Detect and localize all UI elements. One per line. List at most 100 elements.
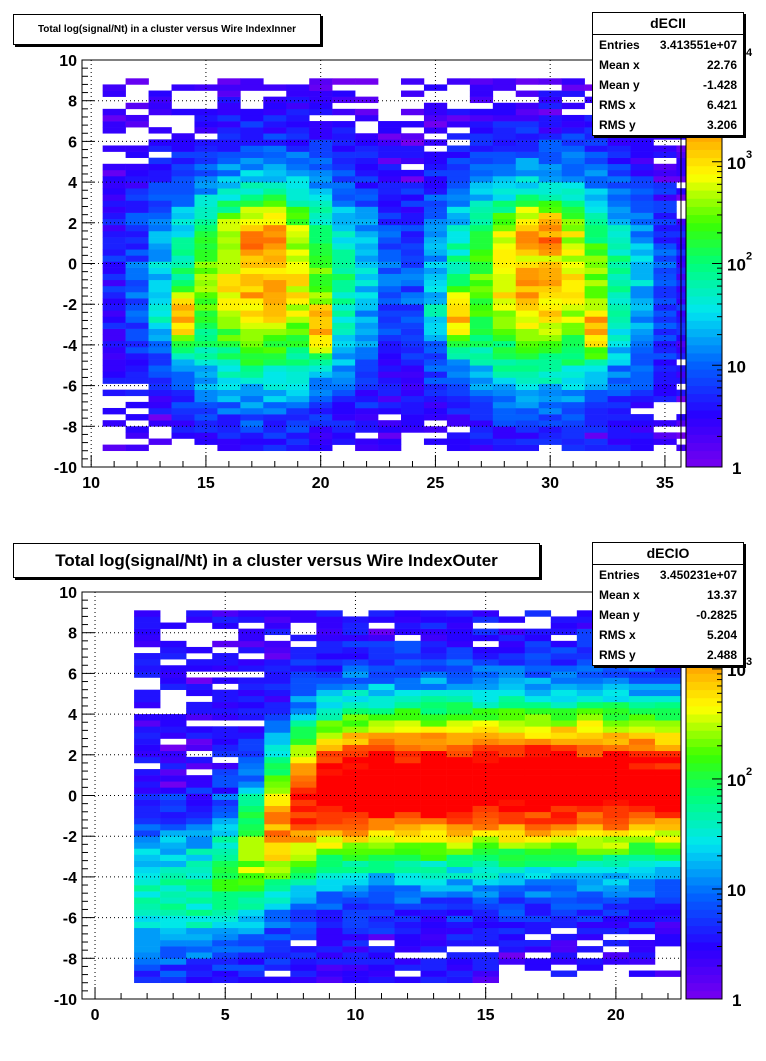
heatmap-cell [420,909,447,916]
heatmap-cell [524,830,552,837]
heatmap-cell [550,756,578,764]
heatmap-cell [492,157,517,165]
heatmap-cell [446,769,473,776]
heatmap-cell [420,683,447,690]
heatmap-cell [355,444,379,452]
heatmap-cell [576,909,604,916]
heatmap-cell [217,145,241,152]
heatmap-cell [469,444,494,452]
heatmap-cell [238,939,265,947]
heatmap-cell [290,720,317,727]
heatmap-cell [355,188,379,195]
heatmap-cell [472,830,499,837]
heatmap-cell [469,188,494,195]
heatmap-cell [538,212,562,220]
heatmap-cell [342,683,369,690]
heatmap-cell [498,714,526,721]
heatmap-cell [286,151,310,158]
heatmap-cell [524,897,552,904]
heatmap-cell [446,371,471,378]
heatmap-cell [492,432,517,439]
heatmap-cell [134,628,161,636]
heatmap-cell [561,230,585,238]
color-bar-label: 10 [727,154,746,173]
heatmap-cell [446,640,473,648]
color-bar-step [686,868,722,878]
heatmap-cell [368,799,395,806]
heatmap-cell [472,817,499,825]
heatmap-cell [238,762,265,770]
heatmap-cell [498,921,526,929]
heatmap-cell [538,420,562,427]
heatmap-cell [286,334,310,342]
heatmap-cell [401,145,425,152]
heatmap-cell [576,720,604,727]
heatmap-cell [423,371,448,378]
heatmap-cell [238,787,265,794]
heatmap-cell [654,848,682,855]
heatmap-cell [316,866,343,874]
heatmap-cell [134,860,161,868]
heatmap-cell [550,952,578,959]
heatmap-cell [401,291,425,299]
heatmap-cell [401,230,425,238]
axis-ticks [82,591,669,1000]
heatmap-cell [607,200,631,207]
heatmap-cell [630,359,654,366]
heatmap-cell [217,127,241,134]
heatmap-cell [630,322,654,329]
heatmap-cell [630,273,654,281]
heatmap-cell [472,708,499,715]
heatmap-cell [472,811,499,819]
heatmap-cell [368,921,395,929]
heatmap-cell [186,793,213,800]
heatmap-cell [186,701,213,709]
heatmap-cell [446,151,471,158]
heatmap-cell [134,659,161,666]
heatmap-cell [240,340,264,348]
heatmap-cell [576,646,604,654]
heatmap-cell [469,224,494,232]
heatmap-cell [472,738,499,745]
heatmap-cell [160,793,187,800]
heatmap-cell [446,628,473,636]
heatmap-cell [401,371,425,378]
heatmap-cell [654,695,682,703]
heatmap-cell [630,169,654,177]
heatmap-cell [102,340,126,348]
heatmap-cell [472,775,499,782]
heatmap-cell [538,78,562,85]
heatmap-cell [401,383,425,390]
heatmap-cell [524,671,552,678]
heatmap-cell [368,744,395,752]
heatmap-cell [290,848,317,855]
heatmap-cell [401,328,425,336]
heatmap-cell [401,249,425,256]
heatmap-cell [584,145,608,152]
heatmap-cell [394,872,421,880]
heatmap-cell [394,781,421,788]
heatmap-cell [316,769,343,776]
heatmap-cell [286,407,310,415]
heatmap-cell [561,420,585,427]
heatmap-cell [102,194,126,201]
heatmap-cell [446,389,471,397]
heatmap-cell [240,200,264,207]
heatmap-cell [469,291,494,299]
heatmap-cell [498,756,526,764]
heatmap-cell [212,836,239,843]
heatmap-cell [263,334,287,342]
heatmap-cell [446,407,471,415]
heatmap-cell [654,921,682,929]
heatmap-cell [171,273,195,281]
heatmap-cell [102,285,126,293]
heatmap-cell [264,701,291,709]
heatmap-cell [342,848,369,855]
heatmap-cell [286,401,310,409]
heatmap-cell [394,836,421,843]
heatmap-cell [102,145,126,152]
heatmap-cell [401,78,425,85]
heatmap-cell [469,243,494,250]
heatmap-cell [420,689,447,697]
heatmap-cell [240,169,264,177]
